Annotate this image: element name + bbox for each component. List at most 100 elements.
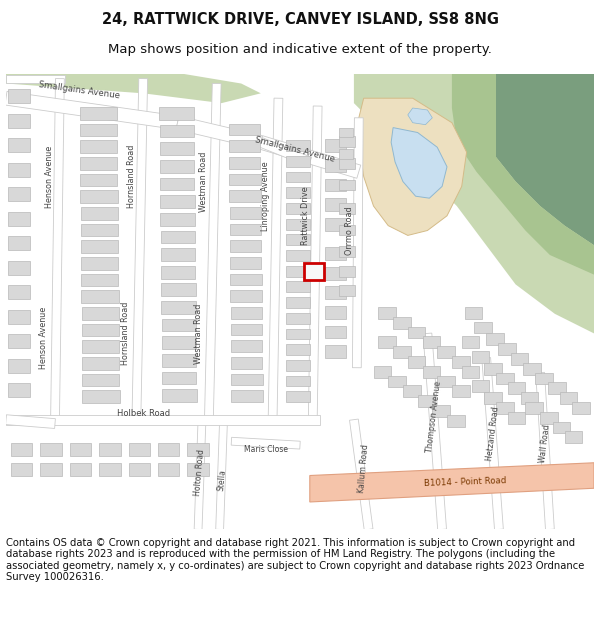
- Bar: [462, 366, 479, 378]
- Bar: [286, 250, 310, 261]
- Bar: [231, 374, 263, 386]
- Bar: [325, 306, 346, 319]
- Bar: [11, 462, 32, 476]
- Bar: [158, 443, 179, 456]
- Bar: [286, 188, 310, 198]
- Bar: [162, 354, 196, 367]
- Bar: [160, 213, 195, 226]
- Text: Henson Avenue: Henson Avenue: [39, 307, 48, 369]
- Bar: [187, 443, 209, 456]
- Polygon shape: [452, 74, 594, 274]
- Polygon shape: [50, 79, 64, 422]
- Polygon shape: [408, 108, 433, 124]
- Bar: [286, 203, 310, 214]
- Bar: [8, 114, 29, 128]
- Bar: [128, 443, 150, 456]
- Bar: [128, 462, 150, 476]
- Bar: [80, 141, 117, 153]
- Bar: [523, 362, 541, 374]
- Bar: [160, 142, 194, 155]
- Bar: [82, 324, 119, 336]
- Bar: [496, 372, 514, 384]
- Bar: [325, 159, 346, 172]
- Bar: [286, 329, 310, 339]
- Bar: [232, 390, 263, 402]
- Bar: [230, 257, 262, 269]
- Bar: [161, 301, 196, 314]
- Text: Thompson Avenue: Thompson Avenue: [425, 381, 443, 453]
- Bar: [80, 174, 118, 186]
- Bar: [472, 351, 489, 362]
- Bar: [230, 324, 262, 336]
- Bar: [447, 415, 464, 426]
- Bar: [82, 357, 119, 369]
- Text: Stella: Stella: [216, 469, 227, 492]
- Text: Maris Close: Maris Close: [244, 444, 288, 454]
- Bar: [230, 224, 261, 236]
- Polygon shape: [5, 91, 178, 129]
- Polygon shape: [352, 118, 363, 368]
- Bar: [379, 336, 396, 348]
- Bar: [408, 326, 425, 338]
- Bar: [229, 141, 260, 152]
- Text: B1014 - Point Road: B1014 - Point Road: [424, 476, 506, 488]
- Text: Westman Road: Westman Road: [199, 151, 208, 212]
- Bar: [82, 307, 119, 320]
- Polygon shape: [536, 372, 554, 530]
- Bar: [286, 156, 310, 167]
- Bar: [548, 382, 566, 394]
- Polygon shape: [132, 79, 148, 422]
- Bar: [508, 382, 526, 394]
- Bar: [484, 392, 502, 404]
- Bar: [393, 317, 411, 329]
- Text: Kallum Road: Kallum Road: [357, 444, 370, 493]
- Polygon shape: [423, 333, 446, 530]
- Bar: [553, 422, 571, 433]
- Bar: [231, 340, 262, 352]
- Bar: [161, 266, 196, 279]
- Bar: [508, 412, 526, 424]
- Bar: [462, 336, 479, 348]
- Polygon shape: [308, 106, 322, 422]
- Polygon shape: [354, 74, 594, 333]
- Bar: [339, 158, 355, 169]
- Bar: [437, 376, 455, 388]
- Bar: [304, 263, 323, 279]
- Text: Smallgains Avenue: Smallgains Avenue: [254, 135, 336, 164]
- Bar: [437, 346, 455, 358]
- Bar: [230, 307, 262, 319]
- Bar: [433, 405, 450, 417]
- Bar: [70, 462, 91, 476]
- Bar: [99, 443, 121, 456]
- Bar: [286, 297, 310, 308]
- Bar: [229, 174, 260, 186]
- Bar: [464, 307, 482, 319]
- Bar: [286, 141, 310, 151]
- Bar: [535, 372, 553, 384]
- Bar: [339, 224, 355, 236]
- Bar: [339, 266, 355, 277]
- Bar: [452, 356, 470, 367]
- Bar: [286, 360, 310, 371]
- Polygon shape: [496, 74, 594, 245]
- Bar: [8, 334, 29, 348]
- Bar: [496, 402, 514, 414]
- Bar: [229, 157, 260, 169]
- Bar: [286, 344, 310, 355]
- Bar: [82, 290, 119, 303]
- Text: Hetzand Road: Hetzand Road: [485, 406, 501, 461]
- Bar: [286, 313, 310, 324]
- Bar: [8, 236, 29, 250]
- Bar: [325, 247, 346, 260]
- Bar: [325, 267, 346, 279]
- Bar: [560, 392, 577, 404]
- Bar: [82, 374, 119, 386]
- Text: Hornsland Road: Hornsland Road: [121, 302, 130, 365]
- Text: 24, RATTWICK DRIVE, CANVEY ISLAND, SS8 8NG: 24, RATTWICK DRIVE, CANVEY ISLAND, SS8 8…: [101, 12, 499, 27]
- Bar: [8, 188, 29, 201]
- Bar: [403, 386, 421, 397]
- Bar: [229, 124, 260, 136]
- Bar: [498, 343, 515, 355]
- Bar: [40, 462, 62, 476]
- Bar: [286, 219, 310, 229]
